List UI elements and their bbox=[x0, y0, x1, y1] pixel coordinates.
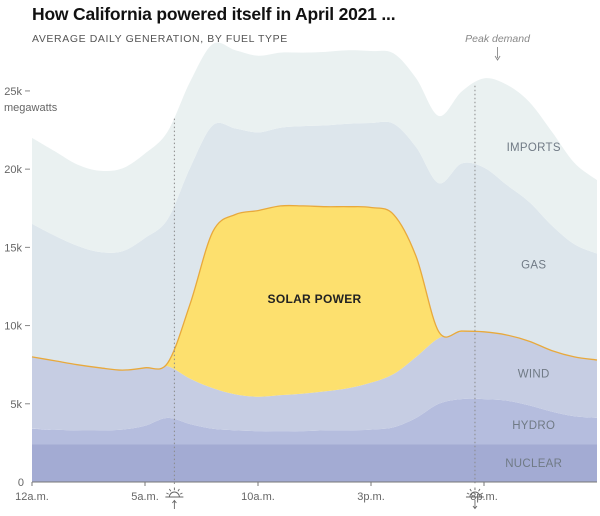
area-hydro bbox=[32, 398, 597, 445]
sunset-icon bbox=[465, 487, 484, 510]
area-label-imports: IMPORTS bbox=[507, 142, 561, 154]
x-tick-label: 10a.m. bbox=[241, 491, 275, 503]
sunrise-icon bbox=[165, 487, 184, 509]
area-label-hydro: HYDRO bbox=[512, 420, 555, 432]
x-tick-label: 8p.m. bbox=[470, 491, 498, 503]
area-label-gas: GAS bbox=[521, 260, 546, 272]
y-tick-label: 15k bbox=[4, 242, 22, 254]
area-layer bbox=[31, 42, 598, 482]
chart-subtitle: AVERAGE DAILY GENERATION, BY FUEL TYPE bbox=[32, 33, 288, 45]
area-imports bbox=[32, 42, 597, 254]
y-tick-label: 10k bbox=[4, 321, 22, 333]
peak-demand-arrow-head bbox=[494, 55, 501, 61]
y-tick-label: 20k bbox=[4, 164, 22, 176]
area-label-wind: WIND bbox=[518, 368, 550, 380]
area-label-solar-power: SOLAR POWER bbox=[268, 292, 362, 306]
x-tick-label: 12a.m. bbox=[15, 491, 49, 503]
y-tick-label: 25k bbox=[4, 86, 22, 98]
chart-title: How California powered itself in April 2… bbox=[32, 4, 396, 24]
area-nuclear bbox=[32, 444, 597, 482]
x-tick-label: 5a.m. bbox=[131, 491, 159, 503]
guide-layer: Peak demand bbox=[165, 33, 531, 510]
axis-layer: 12a.m. 5a.m. 10a.m. 3p.m. 8p.m. 0 5k 10k 15k 20k 2… bbox=[4, 86, 597, 503]
label-layer: NUCLEAR HYDRO WIND SOLAR POWER GAS IMPORTS bbox=[268, 142, 562, 470]
area-gas bbox=[32, 121, 597, 371]
area-label-nuclear: NUCLEAR bbox=[505, 458, 562, 470]
peak-demand-label: Peak demand bbox=[465, 33, 531, 45]
y-unit-label: megawatts bbox=[4, 102, 58, 114]
area-wind bbox=[32, 331, 597, 432]
x-tick-label: 3p.m. bbox=[357, 491, 385, 503]
solar-outline bbox=[31, 204, 598, 371]
y-tick-label: 0 bbox=[18, 477, 24, 489]
y-tick-label: 5k bbox=[10, 399, 22, 411]
area-solar-power bbox=[32, 205, 597, 397]
